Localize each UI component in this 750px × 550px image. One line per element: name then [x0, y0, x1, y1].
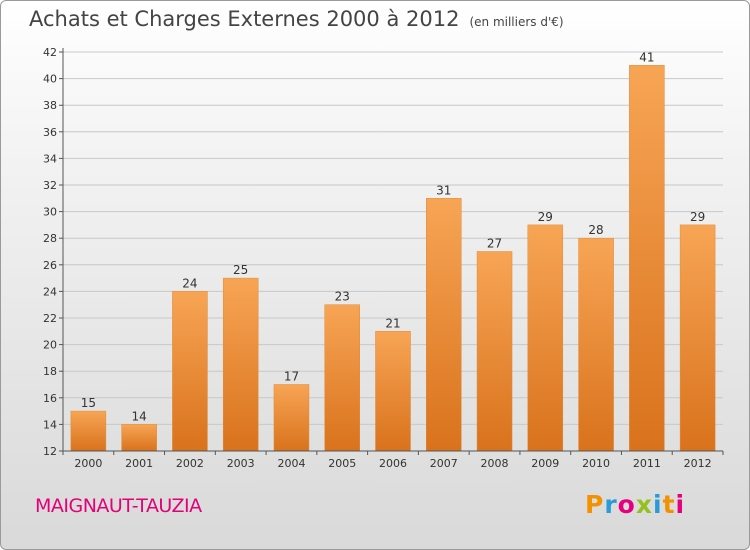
place-name: MAIGNAUT-TAUZIA: [35, 495, 202, 517]
y-tick-label: 32: [43, 179, 57, 192]
data-label: 29: [690, 210, 705, 224]
bar: [375, 331, 411, 452]
bar: [121, 424, 157, 452]
y-tick-label: 40: [43, 73, 57, 86]
y-tick-label: 22: [43, 312, 57, 325]
y-tick-label: 20: [43, 339, 57, 352]
x-tick-label: 2012: [684, 457, 712, 470]
bars: 15 14 24 25 17 23 21 31 27 29 28 41 29: [70, 50, 716, 452]
x-tick-label: 2002: [176, 457, 204, 470]
bar: [629, 65, 665, 452]
data-label: 31: [436, 183, 451, 197]
data-label: 15: [81, 396, 96, 410]
x-tick-label: 2008: [481, 457, 509, 470]
x-tick-label: 2009: [531, 457, 559, 470]
logo-letter: o: [617, 490, 636, 519]
y-axis: 12 14 16 18 20 22 24 26 28 30 32 34 36 38 40 42: [43, 46, 64, 458]
x-tick-label: 2004: [277, 457, 305, 470]
y-tick-label: 34: [43, 152, 57, 165]
data-label: 29: [538, 210, 553, 224]
logo-letter: i: [675, 490, 686, 519]
x-tick-label: 2003: [227, 457, 255, 470]
y-tick-label: 38: [43, 99, 57, 112]
x-tick-label: 2011: [633, 457, 661, 470]
bar: [70, 410, 107, 452]
x-tick-label: 2001: [125, 457, 153, 470]
data-label: 21: [385, 316, 400, 330]
bar: [172, 291, 208, 452]
data-label: 14: [132, 409, 147, 423]
data-label: 25: [233, 263, 248, 277]
x-axis: 2000 2001 2002 2003 2004 2005 2006 2007 2008 2009…: [62, 450, 724, 470]
bar: [679, 224, 716, 452]
bar: [527, 224, 564, 452]
logo-letter: t: [662, 490, 676, 519]
y-tick-label: 30: [43, 206, 57, 219]
y-tick-label: 36: [43, 126, 57, 139]
data-label: 17: [284, 370, 299, 384]
y-tick-label: 12: [43, 445, 57, 458]
proxiti-logo[interactable]: Proxiti: [585, 490, 685, 519]
x-tick-label: 2005: [328, 457, 356, 470]
y-tick-label: 18: [43, 365, 57, 378]
data-label: 23: [335, 290, 350, 304]
logo-letter: P: [585, 490, 605, 519]
title-text: Achats et Charges Externes 2000 à 2012: [29, 7, 460, 31]
chart-unit: (en milliers d'€): [469, 15, 564, 29]
y-tick-label: 26: [43, 259, 57, 272]
data-label: 41: [639, 50, 654, 64]
y-tick-label: 28: [43, 232, 57, 245]
bar: [222, 277, 259, 452]
logo-letter: r: [604, 490, 618, 519]
x-tick-label: 2010: [582, 457, 610, 470]
data-label: 27: [487, 237, 502, 251]
data-label: 24: [182, 276, 197, 290]
data-label: 28: [588, 223, 603, 237]
bar: [324, 304, 360, 452]
y-tick-label: 24: [43, 285, 57, 298]
y-tick-label: 14: [43, 418, 57, 431]
y-tick-label: 42: [43, 46, 57, 59]
x-tick-label: 2006: [379, 457, 407, 470]
bar: [578, 237, 614, 452]
logo-letter: i: [653, 490, 663, 519]
chart-title: Achats et Charges Externes 2000 à 2012 (e…: [29, 7, 564, 31]
y-tick-label: 16: [43, 392, 57, 405]
bar: [273, 384, 310, 452]
bar: [426, 198, 462, 452]
logo-letter: x: [635, 490, 653, 519]
x-tick-label: 2000: [74, 457, 102, 470]
bar: [476, 251, 513, 452]
x-tick-label: 2007: [430, 457, 458, 470]
